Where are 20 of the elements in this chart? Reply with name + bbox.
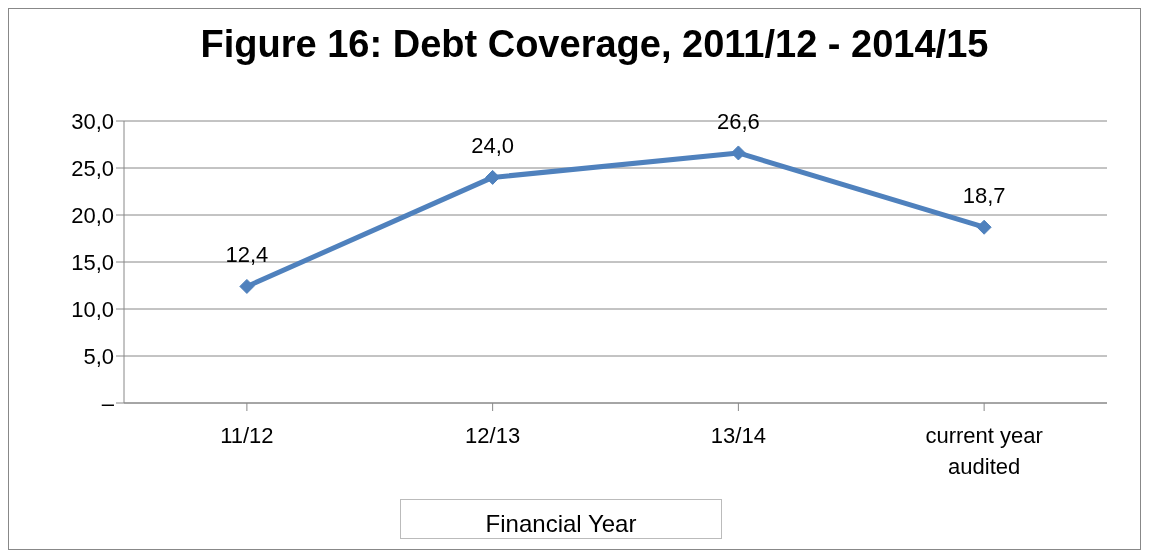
x-axis-title: Financial Year bbox=[400, 499, 722, 539]
y-tick-label: 5,0 bbox=[83, 343, 114, 369]
data-label: 26,6 bbox=[716, 108, 760, 134]
x-tick-label: current year audited bbox=[925, 423, 1043, 479]
y-tick-label: 30,0 bbox=[71, 108, 114, 134]
data-label: 12,4 bbox=[225, 242, 269, 268]
point bbox=[976, 219, 992, 235]
y-tick-label: 10,0 bbox=[71, 296, 114, 322]
chart-title: Figure 16: Debt Coverage, 2011/12 - 2014/15 bbox=[199, 22, 990, 67]
x-tick-label: 13/14 bbox=[710, 423, 766, 448]
data-label: 18,7 bbox=[962, 183, 1006, 209]
y-tick-label: 25,0 bbox=[71, 155, 114, 181]
x-tick-label: 12/13 bbox=[465, 423, 521, 448]
data-label: 24,0 bbox=[471, 133, 515, 159]
y-tick-label: 15,0 bbox=[71, 249, 114, 275]
y-tick-label: 20,0 bbox=[71, 202, 114, 228]
y-tick-label: – bbox=[101, 390, 115, 416]
point bbox=[239, 278, 255, 294]
x-tick-label: 11/12 bbox=[220, 423, 274, 448]
point bbox=[730, 145, 746, 161]
